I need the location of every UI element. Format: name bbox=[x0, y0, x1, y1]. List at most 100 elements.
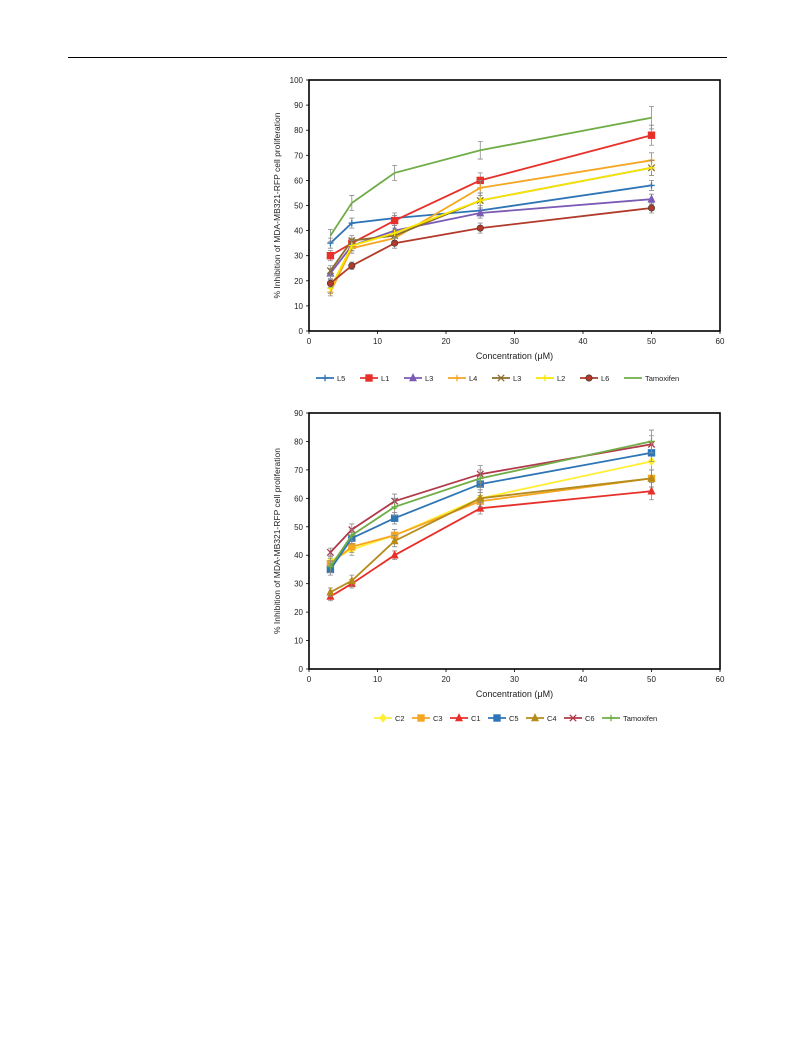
x-tick-label: 50 bbox=[647, 675, 656, 684]
x-tick-label: 30 bbox=[510, 675, 519, 684]
legend-swatch-marker bbox=[531, 713, 539, 722]
series-L6 bbox=[326, 202, 655, 288]
series-line bbox=[329, 198, 652, 274]
legend-entry: Tamoxifen bbox=[624, 374, 679, 383]
legend-label: Tamoxifen bbox=[623, 714, 657, 723]
legend-entry: L3 bbox=[492, 374, 521, 383]
legend-swatch-marker bbox=[409, 373, 417, 382]
legend-label: Tamoxifen bbox=[645, 374, 679, 383]
legend-label: L5 bbox=[337, 374, 345, 383]
y-tick-label: 90 bbox=[294, 409, 303, 418]
data-point bbox=[391, 503, 398, 511]
x-axis-title: Concentration (μM) bbox=[476, 689, 553, 699]
data-point bbox=[327, 563, 334, 570]
data-point bbox=[391, 229, 398, 237]
data-point bbox=[648, 438, 655, 445]
data-point bbox=[326, 587, 335, 596]
data-point bbox=[326, 252, 335, 260]
legend-swatch-marker bbox=[607, 714, 615, 722]
legend-swatch-marker bbox=[453, 374, 461, 382]
data-point bbox=[647, 473, 656, 482]
legend-swatch-marker bbox=[417, 714, 425, 722]
legend-label: C6 bbox=[585, 714, 595, 723]
y-tick-label: 50 bbox=[294, 523, 303, 532]
legend-label: C5 bbox=[509, 714, 519, 723]
data-point bbox=[476, 224, 484, 232]
y-tick-label: 30 bbox=[294, 252, 303, 261]
legend-entry: L1 bbox=[360, 374, 389, 383]
data-point bbox=[347, 575, 356, 585]
legend-entry: C2 bbox=[374, 713, 405, 723]
data-point bbox=[390, 216, 399, 225]
legend-label: C4 bbox=[547, 714, 557, 723]
data-point bbox=[348, 262, 356, 270]
series-line bbox=[329, 116, 652, 237]
chart-panel-complexes: 0 10 20 30 40 50 60 70 80 90 0 10 20 30 40 50 60 Concentr… bbox=[268, 405, 738, 730]
data-point bbox=[647, 194, 656, 203]
legend-label: L6 bbox=[601, 374, 609, 383]
page-header-rule bbox=[68, 57, 727, 58]
y-tick-label: 70 bbox=[294, 151, 303, 160]
y-tick-label: 90 bbox=[294, 101, 303, 110]
series-C5 bbox=[326, 443, 656, 576]
legend-swatch-marker bbox=[455, 713, 463, 722]
data-point bbox=[348, 532, 356, 539]
data-point bbox=[476, 208, 485, 217]
legend-label: L2 bbox=[557, 374, 565, 383]
data-point bbox=[348, 242, 356, 249]
y-tick-label: 40 bbox=[294, 551, 303, 560]
y-tick-label: 0 bbox=[299, 665, 304, 674]
legend-entry: C1 bbox=[450, 713, 481, 723]
data-point bbox=[391, 239, 399, 247]
x-tick-label: 0 bbox=[307, 675, 312, 684]
legend-entry: L6 bbox=[580, 374, 609, 383]
data-point bbox=[647, 486, 656, 495]
y-tick-label: 20 bbox=[294, 277, 303, 286]
data-point bbox=[348, 542, 356, 551]
chart-svg-1: 0 10 20 30 40 50 60 70 80 90 100 0 10 20 30 40 50 60 Conce… bbox=[272, 76, 725, 383]
y-tick-label: 70 bbox=[294, 466, 303, 475]
legend-label: C2 bbox=[395, 714, 405, 723]
series-L4 bbox=[327, 152, 655, 297]
data-point bbox=[390, 514, 399, 522]
series-L3 bbox=[326, 193, 656, 279]
legend-label: C1 bbox=[471, 714, 481, 723]
legend-entry: L2 bbox=[536, 374, 565, 383]
legend-label: L4 bbox=[469, 374, 477, 383]
legend-label: L3 bbox=[425, 374, 433, 383]
x-tick-label: 50 bbox=[647, 337, 656, 346]
legend-swatch-marker bbox=[541, 374, 549, 382]
x-tick-label: 40 bbox=[579, 337, 588, 346]
data-point bbox=[326, 548, 335, 557]
y-tick-label: 80 bbox=[294, 126, 303, 135]
data-point bbox=[390, 550, 399, 559]
y-tick-label: 60 bbox=[294, 176, 303, 185]
series-line bbox=[329, 440, 652, 568]
y-tick-label: 0 bbox=[299, 327, 304, 336]
series-C4 bbox=[326, 469, 656, 597]
x-axis-title: Concentration (μM) bbox=[476, 351, 553, 361]
data-point bbox=[390, 536, 399, 545]
y-tick-label: 30 bbox=[294, 580, 303, 589]
data-point bbox=[476, 493, 485, 502]
y-tick-label: 20 bbox=[294, 608, 303, 617]
x-tick-label: 30 bbox=[510, 337, 519, 346]
data-point bbox=[477, 197, 484, 204]
data-point bbox=[326, 267, 335, 275]
y-tick-label: 60 bbox=[294, 494, 303, 503]
series-C2 bbox=[326, 452, 656, 567]
y-axis-title: % Inhibition of MDA-MB321-RFP cell proli… bbox=[272, 448, 282, 634]
series-line bbox=[329, 477, 652, 565]
x-tick-label: 20 bbox=[442, 675, 451, 684]
x-tick-label: 60 bbox=[716, 337, 725, 346]
legend-swatch-marker bbox=[493, 714, 501, 722]
y-axis-title: % Inhibition of MDA-MB321-RFP cell proli… bbox=[272, 112, 282, 298]
legend-entry: C4 bbox=[526, 713, 557, 723]
legend-swatch-marker bbox=[365, 374, 373, 382]
error-bar bbox=[327, 228, 333, 243]
y-tick-label: 10 bbox=[294, 302, 303, 311]
x-tick-label: 20 bbox=[442, 337, 451, 346]
data-point bbox=[476, 503, 485, 512]
data-point bbox=[647, 131, 656, 139]
legend-entry: L5 bbox=[316, 374, 345, 383]
